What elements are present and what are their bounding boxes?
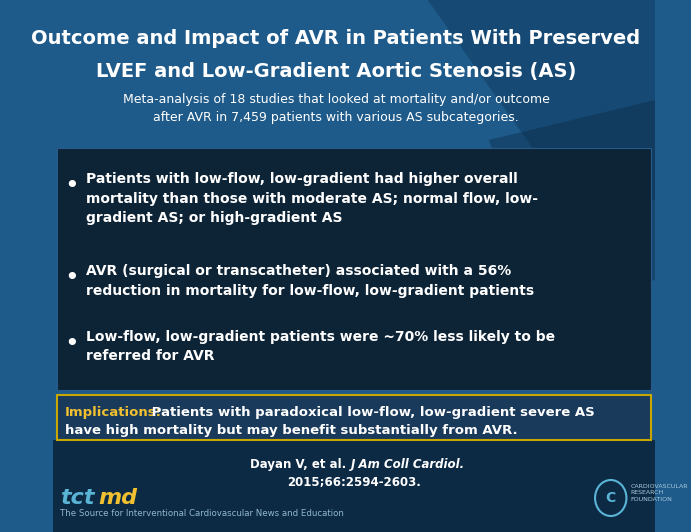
Text: Low-flow, low-gradient patients were ~70% less likely to be
referred for AVR: Low-flow, low-gradient patients were ~70… <box>86 330 555 363</box>
FancyBboxPatch shape <box>53 440 655 532</box>
Text: Outcome and Impact of AVR in Patients With Preserved: Outcome and Impact of AVR in Patients Wi… <box>31 29 641 47</box>
Text: J Am Coll Cardiol.: J Am Coll Cardiol. <box>350 458 464 471</box>
Text: AVR (surgical or transcatheter) associated with a 56%
reduction in mortality for: AVR (surgical or transcatheter) associat… <box>86 264 534 297</box>
Text: Meta-analysis of 18 studies that looked at mortality and/or outcome
after AVR in: Meta-analysis of 18 studies that looked … <box>122 93 549 123</box>
Text: md: md <box>98 488 138 508</box>
Text: Dayan V, et al.: Dayan V, et al. <box>250 458 350 471</box>
FancyBboxPatch shape <box>57 395 651 440</box>
FancyBboxPatch shape <box>57 148 651 390</box>
Text: •: • <box>65 332 79 356</box>
Text: 2015;66:2594-2603.: 2015;66:2594-2603. <box>287 476 421 489</box>
Text: The Source for Interventional Cardiovascular News and Education: The Source for Interventional Cardiovasc… <box>60 510 343 519</box>
Text: Implications:: Implications: <box>65 406 162 419</box>
Text: •: • <box>65 174 79 198</box>
Text: have high mortality but may benefit substantially from AVR.: have high mortality but may benefit subs… <box>65 424 518 437</box>
Text: tct: tct <box>60 488 95 508</box>
Text: LVEF and Low-Gradient Aortic Stenosis (AS): LVEF and Low-Gradient Aortic Stenosis (A… <box>96 62 576 81</box>
Text: Patients with paradoxical low-flow, low-gradient severe AS: Patients with paradoxical low-flow, low-… <box>147 406 595 419</box>
Text: Patients with low-flow, low-gradient had higher overall
mortality than those wit: Patients with low-flow, low-gradient had… <box>86 172 538 225</box>
Polygon shape <box>489 100 655 300</box>
Text: CARDIOVASCULAR
RESEARCH
FOUNDATION: CARDIOVASCULAR RESEARCH FOUNDATION <box>631 484 688 502</box>
Text: C: C <box>605 491 616 505</box>
Text: •: • <box>65 266 79 290</box>
Polygon shape <box>428 0 655 200</box>
